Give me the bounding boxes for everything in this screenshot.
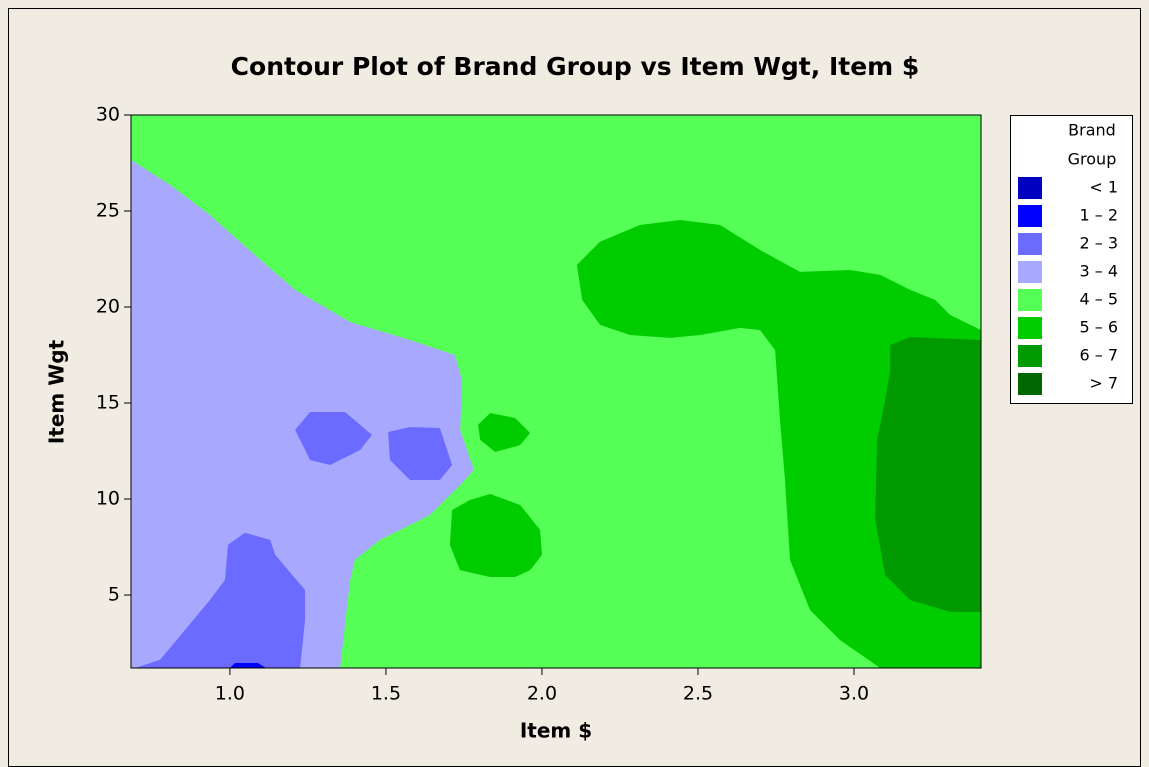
legend-swatch (1018, 233, 1042, 255)
plot-area (131, 115, 981, 668)
contour-region (449, 494, 542, 577)
legend-swatch (1018, 345, 1042, 367)
x-tick-label: 2.0 (527, 683, 557, 705)
contour-region (388, 427, 453, 480)
y-tick-label: 15 (96, 392, 120, 414)
legend-swatch (1018, 317, 1042, 339)
legend-label: 5 – 6 (1079, 318, 1118, 337)
y-axis-label: Item Wgt (45, 339, 69, 444)
y-tick-label: 10 (96, 488, 120, 510)
y-tick-label: 5 (108, 584, 120, 606)
contour-region (135, 532, 306, 668)
x-axis-label: Item $ (520, 719, 592, 743)
contour-region (875, 337, 981, 612)
chart-title: Contour Plot of Brand Group vs Item Wgt,… (231, 52, 920, 81)
contour-region (576, 220, 981, 668)
legend-title: Group (1068, 150, 1117, 169)
x-tick-label: 1.0 (215, 683, 245, 705)
legend-title: Brand (1068, 121, 1116, 140)
contour-region (295, 412, 372, 465)
legend-swatch (1018, 261, 1042, 283)
legend-swatch (1018, 205, 1042, 227)
legend-label: 1 – 2 (1079, 206, 1118, 225)
plot-border (130, 114, 982, 669)
x-tick-label: 3.0 (839, 683, 869, 705)
legend-label: < 1 (1089, 178, 1118, 197)
contour-region (229, 663, 267, 668)
y-tick-label: 25 (96, 200, 120, 222)
legend-label: > 7 (1089, 374, 1118, 393)
x-tick-label: 1.5 (371, 683, 401, 705)
legend-swatch (1018, 373, 1042, 395)
x-tick-label: 2.5 (683, 683, 713, 705)
y-tick-label: 30 (96, 104, 120, 126)
legend-label: 6 – 7 (1079, 346, 1118, 365)
legend-label: 4 – 5 (1079, 290, 1118, 309)
contour-region (131, 159, 474, 668)
contour-region (478, 413, 531, 452)
legend-label: 2 – 3 (1079, 234, 1118, 253)
legend-label: 3 – 4 (1079, 262, 1118, 281)
legend-swatch (1018, 289, 1042, 311)
y-tick-label: 20 (96, 296, 120, 318)
legend-swatch (1018, 177, 1042, 199)
